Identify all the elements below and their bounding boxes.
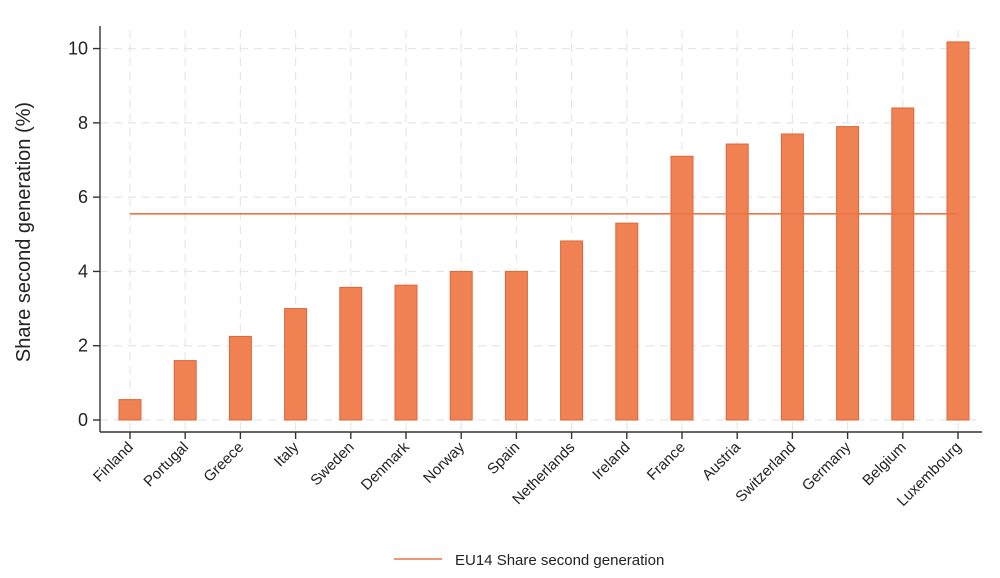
bar-norway <box>449 270 473 421</box>
bar-spain <box>504 270 528 421</box>
bar-greece <box>228 335 252 421</box>
bars <box>118 41 970 421</box>
bar-austria <box>725 143 749 421</box>
y-tick-label: 0 <box>78 410 88 430</box>
y-tick-label: 4 <box>78 261 88 281</box>
y-tick-label: 6 <box>78 187 88 207</box>
x-tick-label: Greece <box>200 439 247 486</box>
bar-sweden <box>339 286 363 421</box>
x-tick-label: France <box>644 439 689 484</box>
bar-france <box>670 155 694 421</box>
x-tick-label: Denmark <box>358 438 413 493</box>
x-tick-label: Ireland <box>589 439 633 483</box>
bar-switzerland <box>780 133 804 421</box>
bar-portugal <box>173 360 197 421</box>
x-tick-label: Switzerland <box>732 439 799 506</box>
axes <box>99 26 982 433</box>
bar-finland <box>118 399 142 421</box>
y-axis-title: Share second generation (%) <box>13 102 35 362</box>
x-tick-label: Sweden <box>307 439 357 489</box>
x-tick-label: Austria <box>699 438 744 483</box>
bar-belgium <box>891 107 915 421</box>
x-tick-label: Norway <box>420 438 468 486</box>
bar-germany <box>836 126 860 421</box>
x-ticks: Finland Portugal Greece Italy Sweden Denmark N… <box>90 432 965 510</box>
legend-label: EU14 Share second generation <box>455 552 664 569</box>
bar-italy <box>284 308 308 421</box>
y-tick-label: 2 <box>78 336 88 356</box>
x-tick-label: Finland <box>90 439 137 486</box>
bar-netherlands <box>560 240 584 421</box>
x-tick-label: Germany <box>799 438 855 494</box>
legend: EU14 Share second generation <box>394 552 664 569</box>
bar-luxembourg <box>946 41 970 421</box>
y-tick-label: 8 <box>78 113 88 133</box>
x-tick-label: Spain <box>484 439 523 478</box>
y-tick-label: 10 <box>68 39 88 59</box>
bar-denmark <box>394 284 418 421</box>
bar-ireland <box>615 222 639 421</box>
y-ticks: 0 2 4 6 8 10 <box>68 39 100 430</box>
x-tick-label: Italy <box>271 438 303 470</box>
x-tick-label: Belgium <box>859 439 909 489</box>
x-tick-label: Portugal <box>140 439 192 491</box>
